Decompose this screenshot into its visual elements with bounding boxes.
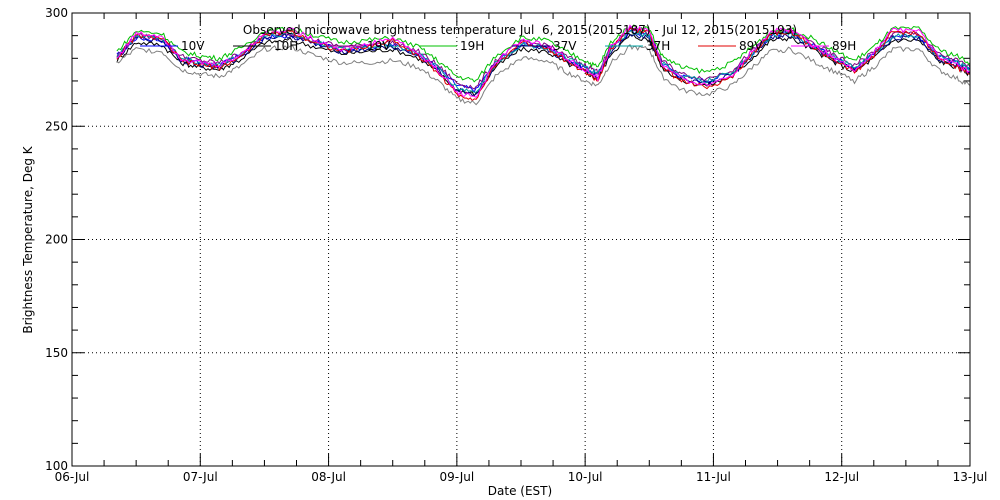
x-tick-label: 08-Jul <box>311 470 346 484</box>
y-tick-label: 300 <box>45 6 68 20</box>
series-line-89h <box>116 24 971 99</box>
y-tick-label: 100 <box>45 459 68 473</box>
legend-label: 37H <box>646 39 670 53</box>
tick-labels: 06-Jul 07-Jul 08-Jul 09-Jul 10-Jul 11-Jul 12-J… <box>45 6 987 484</box>
x-tick-label: 07-Jul <box>183 470 218 484</box>
legend-label: 19V <box>367 39 391 53</box>
legend-label: 10H <box>274 39 298 53</box>
x-tick-label: 06-Jul <box>55 470 90 484</box>
chart-title: Observed microwave brightness temperatur… <box>243 23 797 37</box>
x-axis-label: Date (EST) <box>488 484 552 498</box>
legend-label: 89V <box>739 39 763 53</box>
x-tick-label: 12-Jul <box>824 470 859 484</box>
series-lines <box>116 24 971 106</box>
legend: 10V 10H 19V 19H 37V 37H 89V 89H <box>140 39 856 53</box>
series-line-19h <box>116 24 971 83</box>
series-line-unlabeled <box>116 44 971 106</box>
y-tick-label: 200 <box>45 233 68 247</box>
series-line-89v <box>116 27 971 102</box>
legend-label: 37V <box>553 39 577 53</box>
y-tick-label: 150 <box>45 346 68 360</box>
x-tick-label: 13-Jul <box>953 470 988 484</box>
legend-label: 19H <box>460 39 484 53</box>
x-tick-label: 10-Jul <box>568 470 603 484</box>
x-tick-label: 09-Jul <box>439 470 474 484</box>
y-tick-label: 250 <box>45 119 68 133</box>
legend-label: 89H <box>832 39 856 53</box>
axis-ticks <box>71 12 971 467</box>
grid-lines <box>72 13 970 466</box>
legend-label: 10V <box>181 39 205 53</box>
x-tick-label: 11-Jul <box>696 470 731 484</box>
y-axis-label: Brightness Temperature, Deg K <box>21 145 35 333</box>
